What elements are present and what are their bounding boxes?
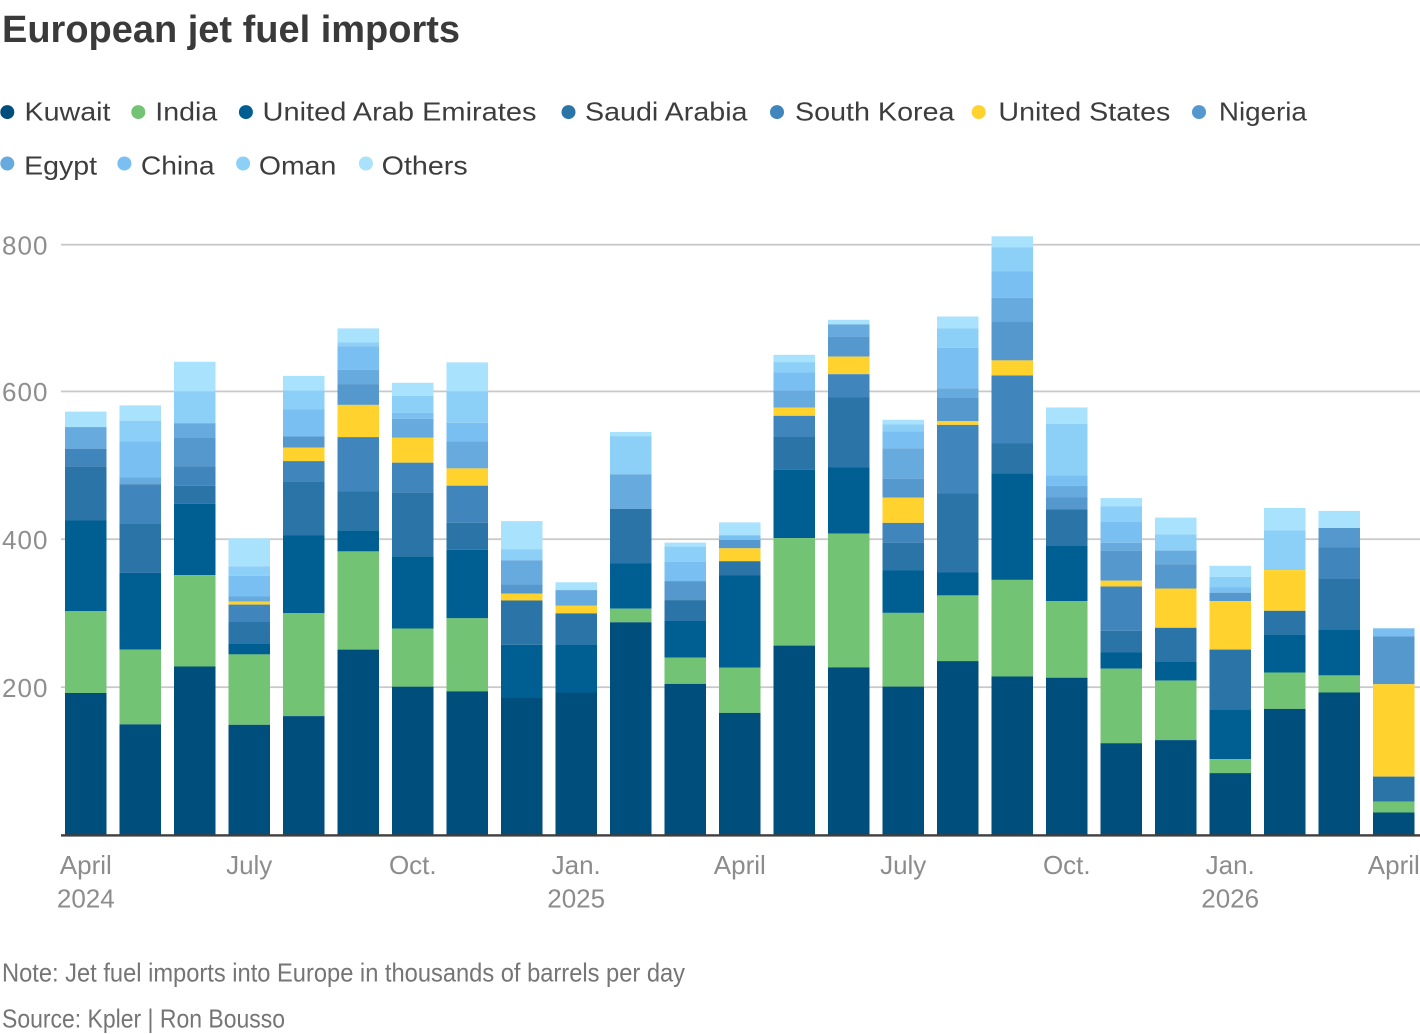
svg-text:July: July (880, 850, 926, 880)
svg-text:Source: Kpler | Ron Bousso: Source: Kpler | Ron Bousso (2, 1004, 285, 1034)
svg-text:April: April (60, 850, 112, 880)
svg-text:Oman: Oman (259, 150, 336, 180)
svg-text:European jet fuel imports: European jet fuel imports (2, 9, 460, 51)
svg-text:Nigeria: Nigeria (1219, 96, 1308, 126)
svg-text:India: India (155, 96, 218, 126)
svg-text:United States: United States (998, 96, 1170, 126)
svg-text:April: April (714, 850, 766, 880)
svg-text:2024: 2024 (57, 884, 115, 914)
svg-text:2026: 2026 (1201, 884, 1259, 914)
svg-text:Kuwait: Kuwait (25, 96, 112, 126)
svg-text:Others: Others (382, 150, 468, 180)
svg-text:800: 800 (2, 231, 48, 261)
svg-text:Note: Jet fuel imports into Eu: Note: Jet fuel imports into Europe in th… (2, 958, 685, 988)
svg-text:South Korea: South Korea (795, 96, 955, 126)
svg-text:600: 600 (2, 377, 48, 407)
svg-text:Jan.: Jan. (552, 850, 601, 880)
svg-text:Jan.: Jan. (1206, 850, 1255, 880)
svg-text:United Arab Emirates: United Arab Emirates (263, 96, 537, 126)
svg-text:200: 200 (2, 673, 48, 703)
svg-text:Egypt: Egypt (24, 150, 98, 180)
svg-text:400: 400 (2, 525, 48, 555)
svg-text:April: April (1368, 850, 1420, 880)
svg-text:Saudi Arabia: Saudi Arabia (585, 96, 748, 126)
svg-text:2025: 2025 (547, 884, 605, 914)
svg-text:July: July (226, 850, 272, 880)
svg-text:China: China (141, 150, 215, 180)
svg-text:Oct.: Oct. (1043, 850, 1091, 880)
svg-text:Oct.: Oct. (389, 850, 437, 880)
